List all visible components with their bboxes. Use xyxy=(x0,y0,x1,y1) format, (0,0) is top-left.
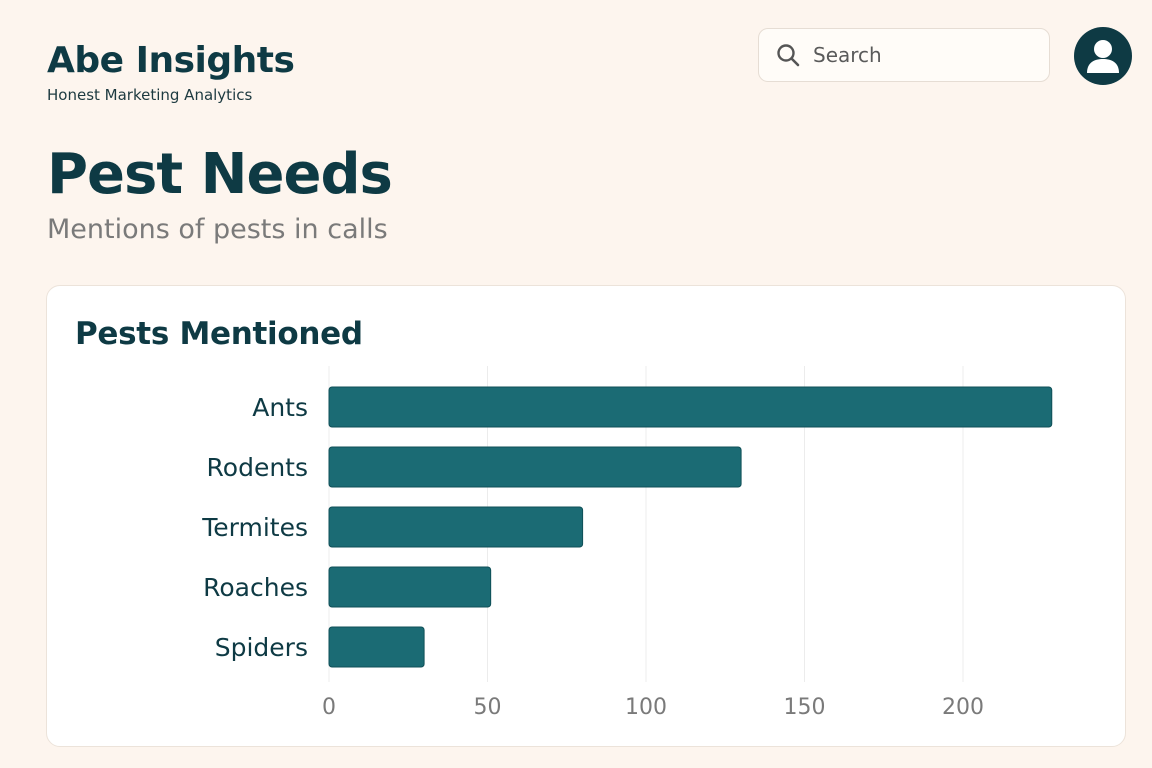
category-label: Roaches xyxy=(203,573,308,602)
x-tick-label: 100 xyxy=(625,695,667,720)
user-avatar-icon xyxy=(1087,40,1119,73)
user-avatar[interactable] xyxy=(1074,27,1132,85)
bar-roaches[interactable] xyxy=(328,566,492,608)
brand: Abe Insights Honest Marketing Analytics xyxy=(47,40,295,104)
bar-chart: Ants Rodents Termites Roaches Spiders 0 50 100 1… xyxy=(201,366,1053,720)
category-label: Ants xyxy=(252,393,308,422)
category-label: Spiders xyxy=(215,633,308,662)
bar-termites[interactable] xyxy=(328,506,584,548)
x-tick-label: 150 xyxy=(784,695,826,720)
x-tick-label: 0 xyxy=(322,695,336,720)
bar-rodents[interactable] xyxy=(328,446,742,488)
page-title: Pest Needs xyxy=(47,142,393,207)
brand-name: Abe Insights xyxy=(47,40,295,81)
bar-spiders[interactable] xyxy=(328,626,425,668)
category-label: Rodents xyxy=(207,453,308,482)
chart-card: Pests Mentioned Ants Rodents Termites Roach… xyxy=(46,285,1126,747)
search-icon xyxy=(777,44,800,67)
bar-ants[interactable] xyxy=(328,386,1053,428)
page-subtitle: Mentions of pests in calls xyxy=(47,214,388,245)
card-title: Pests Mentioned xyxy=(75,316,363,352)
search-box[interactable] xyxy=(758,28,1050,82)
x-tick-label: 200 xyxy=(942,695,984,720)
brand-tagline: Honest Marketing Analytics xyxy=(47,86,253,104)
category-label: Termites xyxy=(201,513,308,542)
search-input[interactable] xyxy=(813,43,1033,67)
x-tick-label: 50 xyxy=(474,695,502,720)
